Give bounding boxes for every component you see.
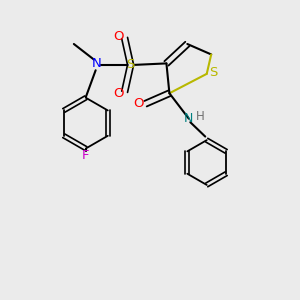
Text: O: O bbox=[134, 97, 144, 110]
Text: O: O bbox=[113, 30, 123, 43]
Text: S: S bbox=[126, 58, 135, 71]
Text: N: N bbox=[92, 57, 101, 70]
Text: H: H bbox=[196, 110, 205, 123]
Text: F: F bbox=[82, 148, 89, 162]
Text: S: S bbox=[209, 66, 218, 79]
Text: O: O bbox=[113, 87, 123, 100]
Text: N: N bbox=[184, 112, 194, 125]
